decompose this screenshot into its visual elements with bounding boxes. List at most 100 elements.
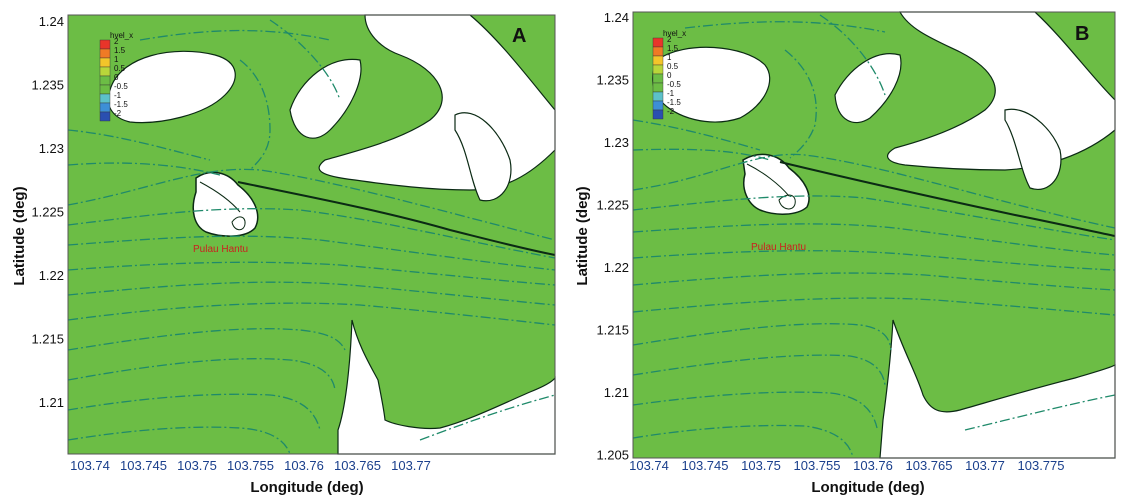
legend-level-label: -1 bbox=[667, 89, 675, 98]
island-northwest bbox=[107, 50, 236, 124]
y-tick-label: 1.205 bbox=[596, 448, 629, 463]
y-tick-labels: 1.24 1.235 1.23 1.225 1.22 1.215 1.21 bbox=[31, 14, 64, 410]
x-tick-label: 103.755 bbox=[794, 458, 841, 473]
legend-swatch bbox=[99, 102, 111, 113]
legend-swatch bbox=[652, 55, 664, 66]
legend-title: hvel_x bbox=[110, 31, 133, 40]
island-north-middle bbox=[289, 58, 362, 139]
x-tick-labels: 103.74 103.745 103.75 103.755 103.76 103.765 1… bbox=[629, 458, 1064, 473]
legend-level-label: 0 bbox=[667, 71, 672, 80]
y-tick-label: 1.235 bbox=[31, 78, 64, 93]
x-axis-label: Longitude (deg) bbox=[811, 479, 924, 496]
x-tick-labels: 103.74 103.745 103.75 103.755 103.76 103.765 1… bbox=[70, 458, 431, 473]
x-tick-label: 103.745 bbox=[682, 458, 729, 473]
x-tick-label: 103.765 bbox=[334, 458, 381, 473]
legend-level-label: 0 bbox=[114, 73, 119, 82]
legend-level-label: -2 bbox=[667, 107, 675, 116]
y-tick-label: 1.22 bbox=[39, 268, 64, 283]
y-tick-label: 1.225 bbox=[596, 198, 629, 213]
panel-letter: A bbox=[512, 25, 526, 47]
landmass-south bbox=[337, 319, 556, 455]
legend-swatch bbox=[99, 57, 111, 68]
legend-level-label: 2 bbox=[114, 37, 119, 46]
x-tick-label: 103.775 bbox=[1018, 458, 1065, 473]
y-tick-label: 1.225 bbox=[31, 205, 64, 220]
legend-level-label: 1.5 bbox=[667, 44, 679, 53]
legend-level-label: 1 bbox=[114, 55, 119, 64]
x-tick-label: 103.765 bbox=[906, 458, 953, 473]
legend-level-label: -1 bbox=[114, 91, 122, 100]
y-tick-label: 1.23 bbox=[604, 135, 629, 150]
streamlines bbox=[632, 14, 1116, 459]
legend-swatch bbox=[652, 82, 664, 93]
legend-level-label: 0.5 bbox=[114, 64, 126, 73]
place-label: Pulau Hantu bbox=[751, 242, 806, 253]
plot-frame bbox=[67, 14, 556, 455]
legend-swatch bbox=[99, 66, 111, 77]
island-east-finger bbox=[1004, 108, 1062, 190]
legend-level-label: -0.5 bbox=[667, 80, 681, 89]
x-tick-label: 103.76 bbox=[853, 458, 893, 473]
place-label: Pulau Hantu bbox=[193, 244, 248, 255]
x-tick-label: 103.755 bbox=[227, 458, 274, 473]
map-figure-a: hvel_x21.510.50-0.5-1-1.5-2 Pulau Hantu … bbox=[11, 14, 556, 496]
y-tick-label: 1.24 bbox=[604, 10, 629, 25]
legend-swatch bbox=[652, 109, 664, 120]
island-east-finger bbox=[454, 112, 512, 202]
panel-letter: B bbox=[1075, 23, 1089, 45]
legend-swatch bbox=[99, 111, 111, 122]
legend-swatch bbox=[652, 46, 664, 57]
streamlines bbox=[67, 19, 556, 455]
legend-level-label: -1.5 bbox=[114, 100, 128, 109]
legend-level-label: 2 bbox=[667, 35, 672, 44]
x-tick-label: 103.75 bbox=[177, 458, 217, 473]
y-tick-label: 1.235 bbox=[596, 73, 629, 88]
legend-swatch bbox=[652, 91, 664, 102]
legend-swatch bbox=[99, 39, 111, 50]
x-tick-label: 103.77 bbox=[965, 458, 1005, 473]
map-panel-a: hvel_x 2 1.5 1 0.5 0 -0.5 -1 -1.5 -2 Pulau Hantu … bbox=[0, 0, 560, 501]
x-tick-label: 103.75 bbox=[741, 458, 781, 473]
y-axis-label: Latitude (deg) bbox=[574, 186, 591, 285]
legend-swatch bbox=[99, 75, 111, 86]
legend-swatch bbox=[99, 84, 111, 95]
legend-level-label: -1.5 bbox=[667, 98, 681, 107]
legend-title: hvel_x bbox=[663, 29, 686, 38]
x-tick-label: 103.74 bbox=[629, 458, 669, 473]
y-axis-label: Latitude (deg) bbox=[11, 186, 28, 285]
map-figure-b: hvel_x21.510.50-0.5-1-1.5-2 Pulau Hantu … bbox=[574, 10, 1116, 496]
x-tick-label: 103.76 bbox=[284, 458, 324, 473]
map-panel-b: hvel_x 2 1.5 1 0.5 0 -0.5 -1 -1.5 -2 Pulau Hantu … bbox=[565, 0, 1125, 501]
x-axis-label: Longitude (deg) bbox=[250, 479, 363, 496]
x-tick-label: 103.77 bbox=[391, 458, 431, 473]
island-north-middle bbox=[834, 53, 902, 124]
legend-swatch bbox=[652, 64, 664, 75]
y-tick-labels: 1.24 1.235 1.23 1.225 1.22 1.215 1.21 1.205 bbox=[596, 10, 629, 463]
legend-swatch bbox=[652, 100, 664, 111]
colour-legend: hvel_x21.510.50-0.5-1-1.5-2 bbox=[99, 31, 133, 122]
legend-swatch bbox=[652, 37, 664, 48]
y-tick-label: 1.23 bbox=[39, 141, 64, 156]
y-tick-label: 1.21 bbox=[39, 395, 64, 410]
legend-level-label: 1.5 bbox=[114, 46, 126, 55]
island-pulau-hantu bbox=[192, 171, 259, 237]
legend-level-label: -0.5 bbox=[114, 82, 128, 91]
jet-streak bbox=[779, 161, 1116, 237]
legend-swatch bbox=[99, 93, 111, 104]
legend-swatch bbox=[652, 73, 664, 84]
y-tick-label: 1.22 bbox=[604, 260, 629, 275]
x-tick-label: 103.745 bbox=[120, 458, 167, 473]
eddy-core bbox=[746, 163, 796, 210]
landmass-south bbox=[879, 319, 1116, 459]
x-tick-label: 103.74 bbox=[70, 458, 110, 473]
plot-frame bbox=[632, 11, 1116, 459]
y-tick-label: 1.24 bbox=[39, 14, 64, 29]
y-tick-label: 1.215 bbox=[596, 323, 629, 338]
legend-swatch bbox=[99, 48, 111, 59]
y-tick-label: 1.21 bbox=[604, 385, 629, 400]
legend-level-label: 1 bbox=[667, 53, 672, 62]
jet-streak bbox=[237, 181, 556, 256]
legend-level-label: -2 bbox=[114, 109, 122, 118]
y-tick-label: 1.215 bbox=[31, 332, 64, 347]
colour-legend: hvel_x21.510.50-0.5-1-1.5-2 bbox=[652, 29, 686, 120]
